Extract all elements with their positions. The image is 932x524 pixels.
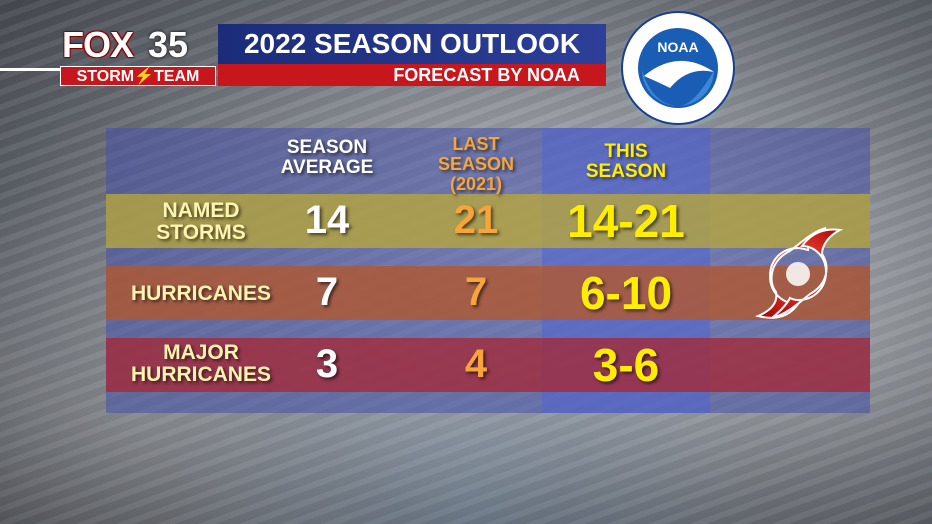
header-line: LAST [452, 134, 500, 154]
value-average-major-hurricanes: 3 [315, 342, 339, 386]
noaa-logo-icon: NOAA [621, 11, 735, 125]
channel-number: 35 [148, 24, 189, 65]
page-subtitle: FORECAST BY NOAA [218, 64, 606, 86]
station-name: FOX [62, 24, 134, 65]
row-label-major-hurricanes: MAJOR HURRICANES [116, 342, 286, 386]
value-average-named-storms: 14 [304, 198, 350, 242]
header-line: SEASON [437, 154, 515, 174]
value-this-major-hurricanes: 3-6 [592, 339, 660, 391]
value-last-named-storms: 21 [453, 198, 499, 242]
outlook-table: SEASON AVERAGE LAST SEASON (2021) THIS S… [106, 128, 870, 413]
row-label-line: STORMS [156, 221, 246, 244]
header-rule [0, 68, 60, 71]
header-this-season: THIS SEASON [546, 142, 706, 182]
value-this-named-storms: 14-21 [567, 195, 685, 247]
header-line: AVERAGE [280, 157, 374, 178]
value-last-major-hurricanes: 4 [464, 342, 488, 386]
value-average-hurricanes: 7 [315, 270, 339, 314]
row-label-line: HURRICANES [130, 363, 271, 386]
row-label-hurricanes: HURRICANES [116, 283, 286, 305]
header-season-average: SEASON AVERAGE [272, 138, 382, 178]
value-this-hurricanes: 6-10 [579, 267, 673, 319]
hurricane-icon [754, 227, 844, 319]
header-line: (2021) [449, 174, 503, 194]
fox35-logo: FOX 35 STORM⚡TEAM [60, 24, 218, 86]
page-title: 2022 SEASON OUTLOOK [218, 24, 606, 64]
row-label-line: MAJOR [163, 341, 239, 364]
row-band-named-storms [106, 194, 870, 248]
noaa-logo-text: NOAA [657, 39, 698, 55]
header-last-season: LAST SEASON (2021) [426, 134, 526, 194]
row-label-line: HURRICANES [130, 282, 271, 305]
storm-team-label: STORM⚡TEAM [60, 66, 216, 86]
row-band-major-hurricanes [106, 338, 870, 392]
header-line: SEASON [585, 161, 667, 182]
row-label-line: NAMED [162, 199, 240, 222]
row-band-hurricanes [106, 266, 870, 320]
header-line: SEASON [286, 137, 368, 158]
row-label-named-storms: NAMED STORMS [126, 200, 276, 244]
header-line: THIS [604, 141, 648, 162]
value-last-hurricanes: 7 [464, 270, 488, 314]
